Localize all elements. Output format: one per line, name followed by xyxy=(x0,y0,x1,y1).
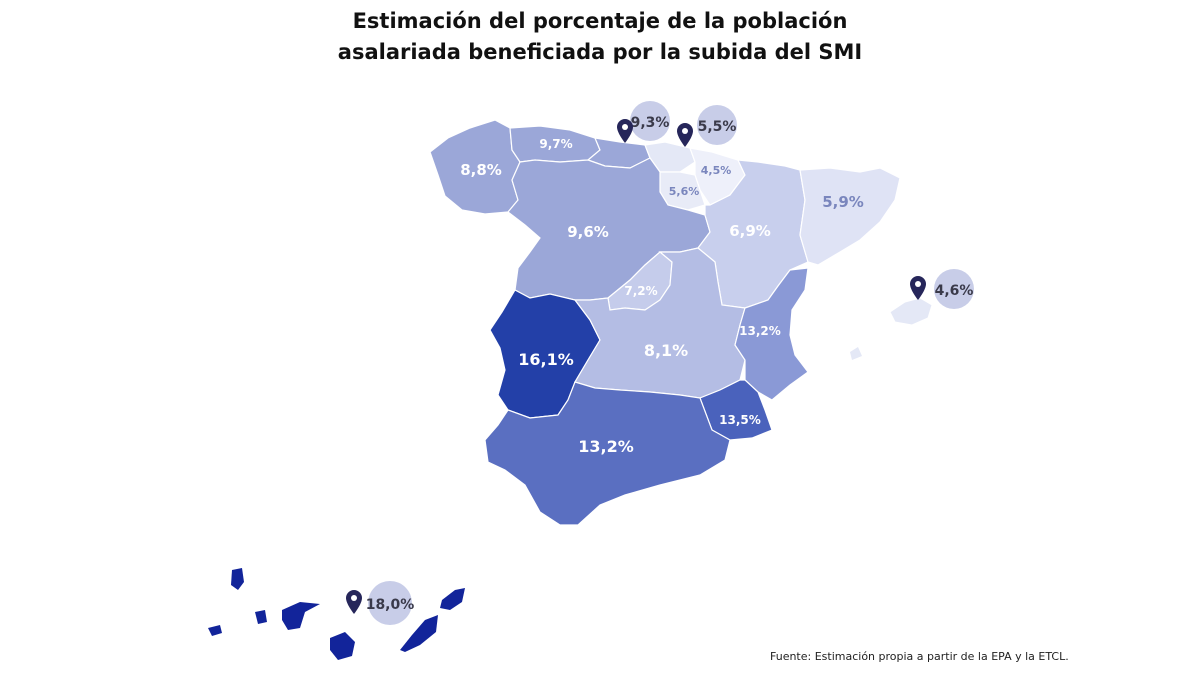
label-valencia: 13,2% xyxy=(739,324,781,338)
region-baleares-ibiza xyxy=(850,347,862,360)
label-la-rioja: 5,6% xyxy=(669,185,700,198)
label-castilla-y-leon: 9,6% xyxy=(567,223,609,241)
callout-cantabria: 9,3% xyxy=(617,101,670,143)
label-cataluna: 5,9% xyxy=(822,193,864,211)
region-baleares xyxy=(889,297,933,326)
region-cataluna xyxy=(799,167,901,266)
map-pin-icon xyxy=(346,590,362,614)
title-line-2: asalariada beneficiada por la subida del… xyxy=(337,40,863,64)
region-canarias xyxy=(208,568,465,660)
callout-pais-vasco: 5,5% xyxy=(677,105,737,147)
label-asturias: 9,7% xyxy=(539,137,572,151)
label-canarias: 18,0% xyxy=(366,597,415,613)
callout-canarias: 18,0% xyxy=(346,581,414,625)
map-pin-icon xyxy=(617,119,633,143)
label-cantabria: 9,3% xyxy=(631,115,670,131)
label-castilla-la-mancha: 8,1% xyxy=(644,341,688,360)
callout-baleares: 4,6% xyxy=(910,269,974,309)
label-andalucia: 13,2% xyxy=(578,437,634,456)
label-navarra: 4,5% xyxy=(701,164,732,177)
bubble xyxy=(630,101,670,141)
source-note: Fuente: Estimación propia a partir de la… xyxy=(770,650,1069,663)
label-murcia: 13,5% xyxy=(719,413,761,427)
map-pin-icon xyxy=(677,123,693,147)
label-extremadura: 16,1% xyxy=(518,350,574,369)
bubble xyxy=(934,269,974,309)
label-madrid: 7,2% xyxy=(624,284,657,298)
region-valencia xyxy=(734,267,809,401)
label-aragon: 6,9% xyxy=(729,222,771,240)
title-line-1: Estimación del porcentaje de la població… xyxy=(352,9,848,33)
label-pais-vasco: 5,5% xyxy=(698,119,737,135)
region-andalucia xyxy=(484,381,731,526)
map-pin-icon xyxy=(910,276,926,300)
map-title: Estimación del porcentaje de la població… xyxy=(0,6,1200,68)
label-baleares: 4,6% xyxy=(935,283,974,299)
bubble xyxy=(368,581,412,625)
bubble xyxy=(697,105,737,145)
label-galicia: 8,8% xyxy=(460,161,502,179)
